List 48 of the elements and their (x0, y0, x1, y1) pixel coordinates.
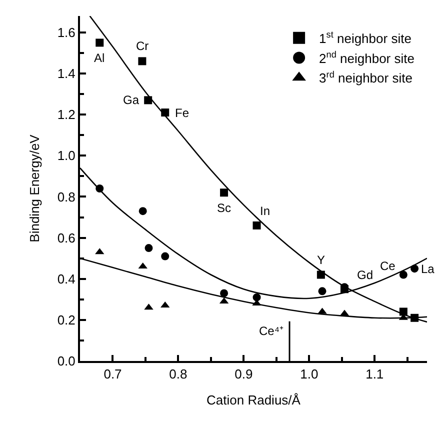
point (410, 314, 419, 322)
x-axis-title: Cation Radius/Å (206, 392, 301, 408)
y-tick-label: 0.2 (57, 312, 76, 328)
point (316, 270, 325, 279)
point (138, 207, 147, 216)
point (410, 264, 419, 273)
annotation: Gd (357, 268, 374, 282)
y-tick-label: 1.4 (57, 66, 76, 82)
point (399, 308, 408, 316)
y-tick-label: 0.6 (57, 230, 76, 246)
y-tick-label: 0.4 (57, 271, 76, 286)
annotation: Al (94, 51, 105, 65)
point (220, 188, 228, 197)
y-tick-label: 1.6 (57, 24, 76, 40)
annotation: Ga (123, 93, 140, 107)
point (161, 108, 170, 117)
annotation: Y (317, 253, 326, 267)
point (144, 96, 152, 104)
x-tick-label: 0.8 (169, 366, 188, 382)
annotation: Sc (217, 201, 232, 215)
point (144, 244, 153, 252)
point (252, 293, 261, 302)
point (318, 287, 326, 296)
annotation: Fe (175, 106, 190, 120)
annotation: Cr (136, 39, 149, 53)
legend-label: 3$^{rd}$ neighbor site (319, 69, 412, 86)
annotation: La (421, 262, 435, 276)
point (399, 270, 408, 279)
point (220, 289, 228, 298)
annotation: In (260, 204, 270, 218)
legend-label: 1$^{st}$ neighbor site (319, 29, 412, 46)
annotation: Ce (380, 259, 396, 273)
point (161, 252, 170, 260)
point (138, 57, 146, 66)
y-tick-label: 1.2 (57, 107, 76, 122)
point (96, 184, 104, 192)
point (96, 38, 104, 47)
y-tick-label: 0.0 (57, 354, 76, 369)
x-tick-label: 0.9 (234, 366, 253, 382)
y-tick-label: 0.8 (57, 189, 76, 204)
y-axis-title: Binding Energy/eV (26, 134, 42, 242)
legend-label: 2$^{nd}$ neighbor site (319, 49, 414, 66)
x-tick-label: 0.7 (104, 366, 122, 382)
ref-line-label: Ce⁴⁺ (259, 324, 284, 338)
x-tick-label: 1.0 (300, 366, 318, 382)
y-tick-label: 1.0 (57, 148, 76, 164)
point (252, 221, 261, 230)
x-tick-label: 1.1 (366, 366, 384, 382)
